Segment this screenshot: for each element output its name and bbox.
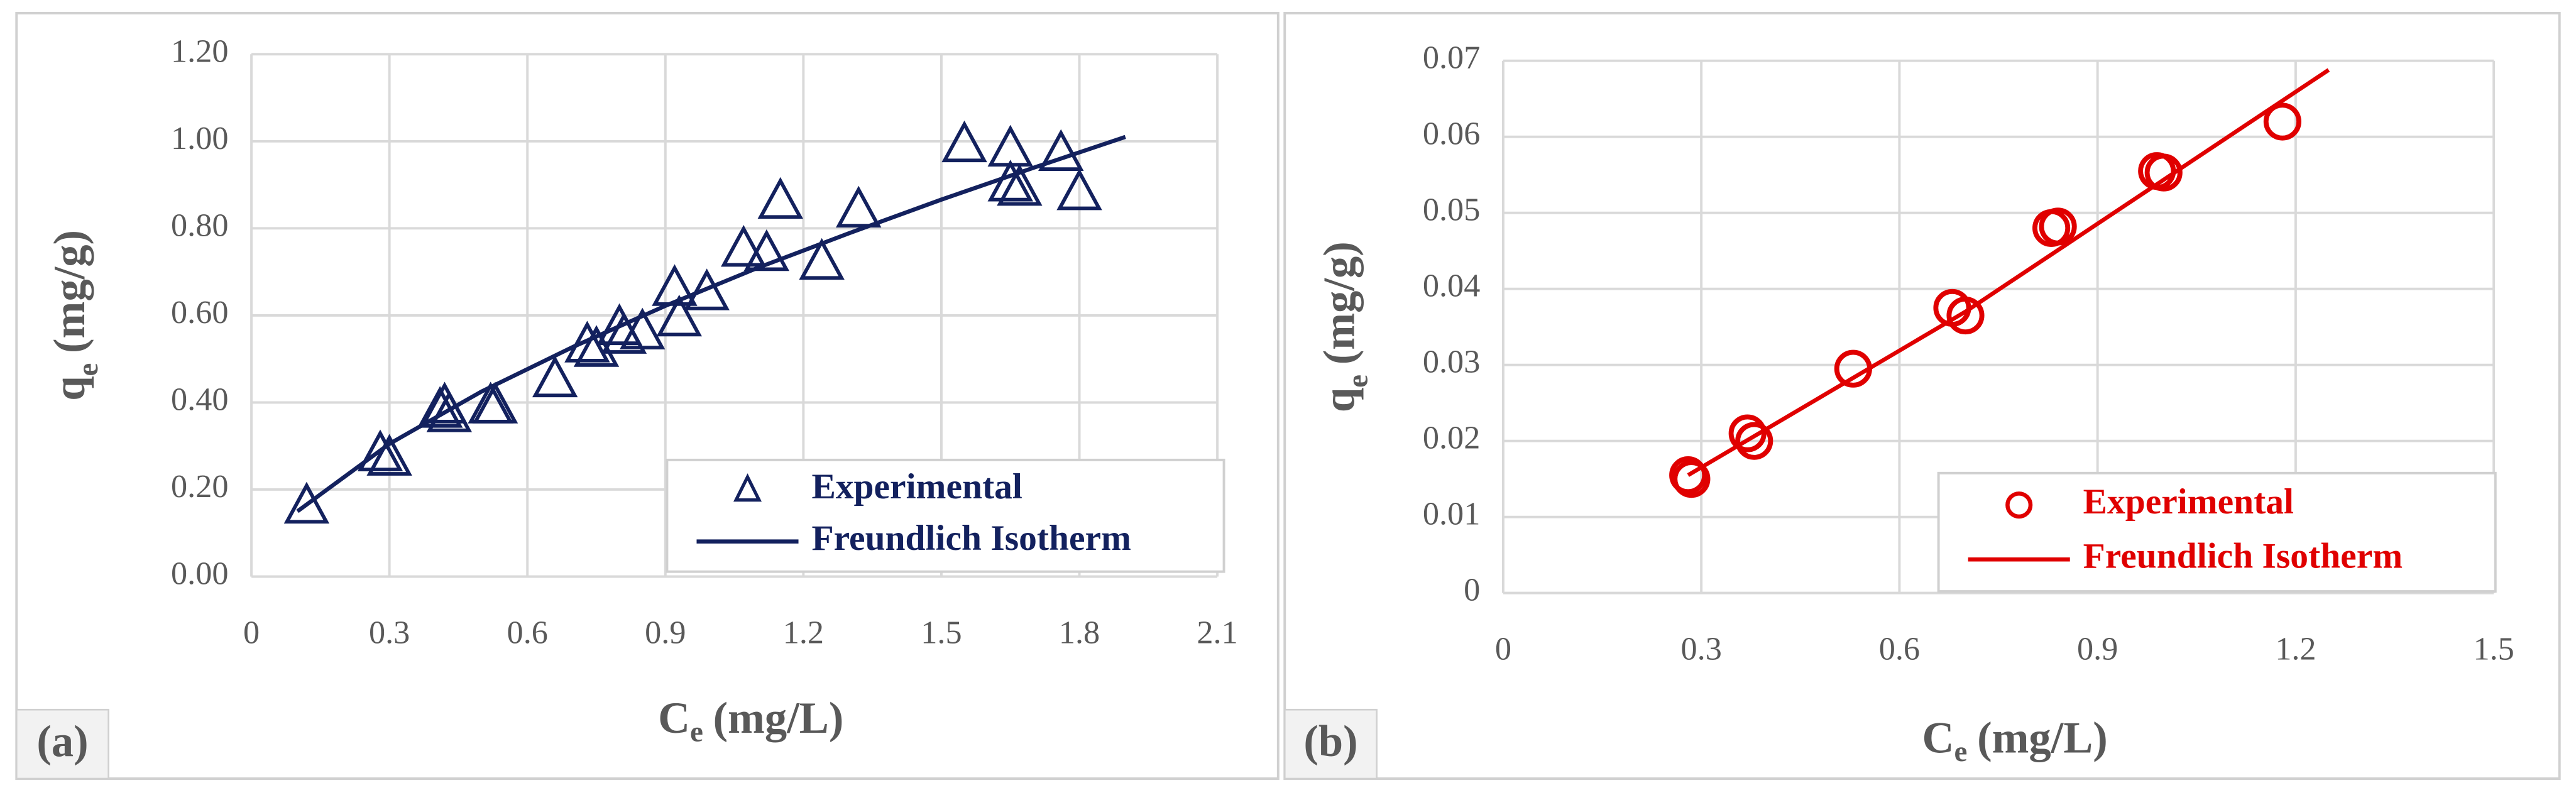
x-tick-label: 0.9: [2077, 631, 2118, 667]
panel-label-box: [15, 708, 109, 780]
axis-label: Ce (mg/L): [1922, 714, 2108, 768]
y-tick-label: 0: [1464, 572, 1480, 608]
triangle-marker: [987, 124, 1033, 167]
legend-label: Freundlich Isotherm: [811, 518, 1131, 558]
axis-unit: (mg/g): [45, 230, 94, 353]
triangle-marker: [1038, 129, 1084, 171]
y-tick-label: 0.05: [1423, 192, 1480, 228]
legend-label: Experimental: [2083, 482, 2294, 522]
x-tick-label: 2.1: [1197, 615, 1237, 651]
x-tick-label: 1.5: [921, 615, 962, 651]
y-tick-label: 0.01: [1423, 496, 1480, 532]
y-tick-label: 0.80: [171, 207, 228, 243]
triangle-marker: [987, 160, 1033, 202]
axis-symbol: C: [1922, 714, 1954, 763]
y-tick-label: 1.20: [171, 33, 228, 69]
axis-unit: (mg/L): [1977, 714, 2108, 763]
x-tick-label: 1.2: [2275, 631, 2316, 667]
triangle-marker: [799, 238, 845, 280]
panel-label: (a): [36, 717, 88, 766]
x-tick-label: 1.8: [1059, 615, 1100, 651]
triangle-marker: [532, 355, 578, 398]
circle-marker: [2144, 153, 2183, 192]
circle-marker: [1669, 456, 1707, 495]
axis-subscript: e: [690, 715, 703, 748]
axis-unit: (mg/g): [1315, 241, 1364, 364]
triangle-marker: [601, 312, 647, 354]
axis-unit: (mg/L): [713, 694, 844, 743]
triangle-marker: [743, 229, 790, 271]
fit-line: [296, 134, 1126, 513]
y-tick-label: 0.40: [171, 381, 228, 417]
x-tick-label: 0: [243, 615, 260, 651]
circle-marker: [2039, 207, 2077, 246]
triangle-marker: [357, 429, 403, 471]
triangle-marker: [835, 185, 882, 228]
panel-label-box: [1283, 708, 1378, 780]
triangle-marker: [684, 268, 730, 310]
y-tick-label: 0.02: [1423, 420, 1480, 456]
y-tick-label: 0.06: [1423, 116, 1480, 152]
triangle-marker: [620, 307, 666, 349]
axis-label: Ce (mg/L): [658, 694, 843, 748]
axis-label: qe (mg/g): [45, 230, 104, 401]
triangle-marker: [757, 177, 803, 219]
axis-symbol: q: [45, 376, 94, 401]
panel-frame: [1283, 11, 2561, 780]
triangle-marker: [564, 321, 610, 363]
axis-subscript: e: [1341, 375, 1374, 388]
legend-box: [666, 458, 1225, 573]
circle-marker: [2263, 102, 2301, 141]
axis-subscript: e: [1954, 735, 1968, 768]
legend-marker: [733, 473, 762, 502]
axis-label: qe (mg/g): [1315, 241, 1374, 412]
triangle-marker: [652, 264, 698, 306]
fit-line: [1687, 68, 2330, 477]
triangle-marker: [721, 224, 767, 267]
triangle-marker: [283, 481, 330, 524]
circle-marker: [1672, 460, 1711, 498]
x-tick-label: 1.5: [2473, 631, 2514, 667]
panel-frame: [15, 11, 1280, 780]
triangle-marker: [1056, 168, 1102, 211]
legend-label: Freundlich Isotherm: [2083, 536, 2403, 576]
x-tick-label: 0.9: [645, 615, 686, 651]
legend-marker: [2005, 491, 2033, 519]
circle-marker: [1735, 422, 1773, 460]
y-tick-label: 0.04: [1423, 268, 1480, 304]
x-tick-label: 0: [1495, 631, 1511, 667]
axis-symbol: C: [658, 694, 690, 743]
panel-label: (b): [1303, 717, 1357, 766]
triangle-marker: [366, 434, 412, 476]
circle-marker: [1728, 414, 1767, 452]
triangle-marker: [941, 120, 987, 163]
y-tick-label: 0.00: [171, 556, 228, 592]
x-tick-label: 1.2: [783, 615, 824, 651]
y-tick-label: 0.03: [1423, 344, 1480, 380]
x-tick-label: 0.6: [507, 615, 548, 651]
triangle-marker: [472, 381, 518, 424]
x-tick-label: 0.6: [1879, 631, 1920, 667]
y-tick-label: 0.60: [171, 294, 228, 331]
triangle-marker: [656, 294, 702, 337]
legend-label: Experimental: [811, 467, 1022, 507]
y-tick-label: 0.20: [171, 468, 228, 505]
x-tick-label: 0.3: [369, 615, 410, 651]
x-tick-label: 0.3: [1681, 631, 1722, 667]
axis-symbol: q: [1315, 388, 1364, 412]
y-tick-label: 0.07: [1423, 40, 1480, 76]
triangle-marker: [997, 164, 1043, 206]
axis-subscript: e: [72, 363, 104, 376]
circle-marker: [1946, 296, 1985, 335]
y-tick-label: 1.00: [171, 120, 228, 156]
triangle-marker: [426, 390, 473, 432]
legend-box: [1937, 471, 2497, 593]
